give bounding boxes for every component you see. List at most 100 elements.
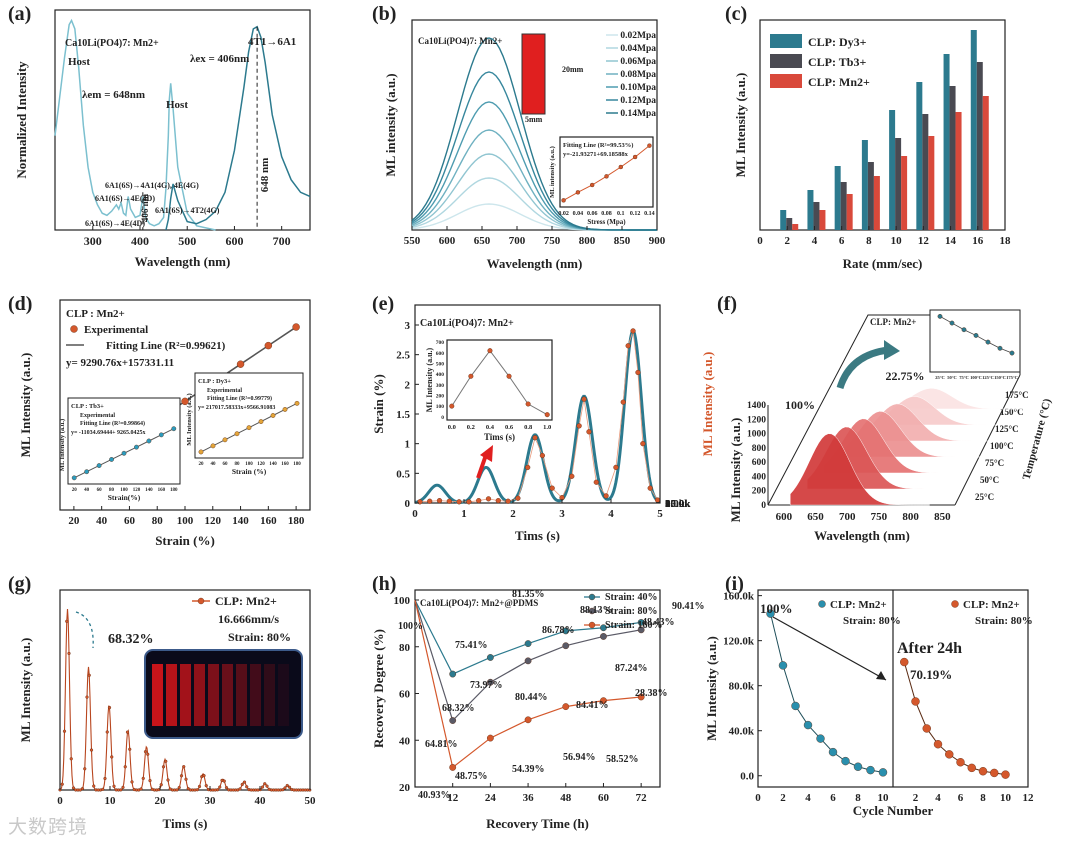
x-tick-label: 120 (205, 515, 222, 527)
x-tick-label: 0.2 (467, 424, 475, 431)
x-tick-label: 8 (855, 792, 861, 804)
temperature-label: 125°C (995, 424, 1019, 434)
bar (867, 162, 874, 230)
arrow-head (876, 671, 886, 680)
y-tick-label: 120.0k (723, 636, 755, 648)
data-point (990, 768, 999, 778)
x-tick-label: 700 (273, 234, 291, 248)
x-tick-label: 10 (878, 792, 890, 804)
data-point (222, 437, 228, 443)
data-point (134, 444, 139, 450)
data-point (562, 627, 570, 635)
data-point (647, 143, 652, 148)
ml-line (419, 330, 658, 503)
x-tick-label: 160 (158, 488, 166, 493)
data-point (158, 432, 164, 438)
point-label: 48.43% (642, 617, 675, 628)
inset-line (451, 349, 548, 416)
y-tick-label: 0 (441, 415, 444, 421)
inset-title: CLP : Tb3+ (71, 403, 104, 410)
y-tick-label: 2 (405, 379, 411, 391)
y-tick-label: 600 (752, 458, 767, 468)
x-tick-label: 180 (288, 515, 305, 527)
data-point (446, 498, 452, 504)
data-point (263, 782, 267, 786)
data-point (654, 497, 661, 503)
y-tick-label: 1200 (747, 415, 766, 425)
data-point (166, 778, 170, 782)
data-point (224, 786, 229, 790)
x-tick-label: 900 (649, 235, 666, 247)
plot-frame (414, 589, 661, 788)
photo-frame (208, 664, 219, 726)
x-tick-label: 1.0 (543, 424, 551, 431)
x-tick-label: 5 (657, 508, 663, 520)
x-tick-label: 40 (96, 515, 108, 527)
x-tick-label: 0.02 (558, 211, 569, 217)
legend-marker (588, 607, 596, 615)
data-point (242, 780, 247, 784)
data-point (146, 752, 150, 756)
bar (834, 166, 841, 230)
y2-tick-label: 10.0k (665, 498, 691, 510)
legend-entry: Experimental (80, 413, 115, 419)
photo-frame (152, 664, 163, 726)
inset-y-label: ML intensity (a.u.) (549, 146, 556, 198)
data-point (486, 678, 494, 686)
bar (955, 112, 962, 230)
x-tick-label: 150°C (994, 375, 1006, 380)
data-point (270, 413, 276, 418)
y2-tick-label: 0.0 (665, 498, 679, 510)
data-point (215, 788, 220, 792)
trend-arrow-head (884, 340, 900, 360)
data-point (562, 642, 570, 650)
data-point (524, 657, 532, 665)
legend-entry: Fitting Line (R²=0.99621) (106, 340, 226, 352)
point-label: 48.75% (455, 771, 488, 782)
data-point (128, 747, 132, 751)
y-tick-label: 60 (399, 689, 411, 701)
point-label: 54.39% (512, 764, 545, 775)
legend-marker (818, 600, 826, 608)
panel-title: CLP : Mn2+ (66, 308, 125, 320)
sample-image (521, 33, 546, 115)
point-label: 64.81% (425, 739, 458, 750)
data-point (177, 785, 181, 790)
data-point (569, 473, 575, 479)
panel-g: 0 10 20 30 40 50 (g) CLP: Mn2+ 16.666mm/s Strain:… (8, 573, 316, 831)
data-point (110, 755, 114, 759)
data-point (635, 369, 641, 376)
x-tick-label: 14 (945, 235, 957, 247)
data-point (525, 464, 531, 471)
data-point (853, 762, 863, 771)
x-axis-label: Tims (s) (515, 528, 560, 543)
data-point (803, 720, 813, 730)
x-tick-label: 600 (776, 511, 793, 523)
bar (889, 110, 896, 230)
data-point (600, 697, 607, 705)
legend-entry: Fitting Line (R²=0.99864) (80, 420, 145, 427)
legend-entry: Strain: 80% (975, 615, 1033, 627)
x-tick-label: 0.0 (448, 424, 456, 431)
x-tick-label: 100 (245, 462, 253, 467)
photo-frame (222, 664, 233, 726)
x-tick-label: 500 (178, 234, 196, 248)
x-tick-label: 10 (891, 235, 903, 247)
point-label: 28.38% (635, 688, 668, 699)
data-point (222, 779, 226, 783)
data-point (816, 734, 825, 743)
data-point (618, 164, 624, 170)
annotation: Host (166, 99, 188, 111)
x-tick-label: 20 (199, 462, 205, 467)
x-tick-label: 600 (439, 235, 456, 247)
x-tick-label: 120 (133, 488, 141, 493)
photo-frame (180, 664, 191, 726)
x-tick-label: 0.6 (505, 424, 514, 431)
x-tick-label: 140 (269, 462, 277, 467)
plot-frame (411, 19, 658, 231)
data-point (294, 400, 300, 406)
y-tick-label: 400 (436, 372, 445, 378)
data-point (495, 498, 501, 504)
data-point (505, 498, 511, 504)
photo-frame (194, 664, 205, 726)
